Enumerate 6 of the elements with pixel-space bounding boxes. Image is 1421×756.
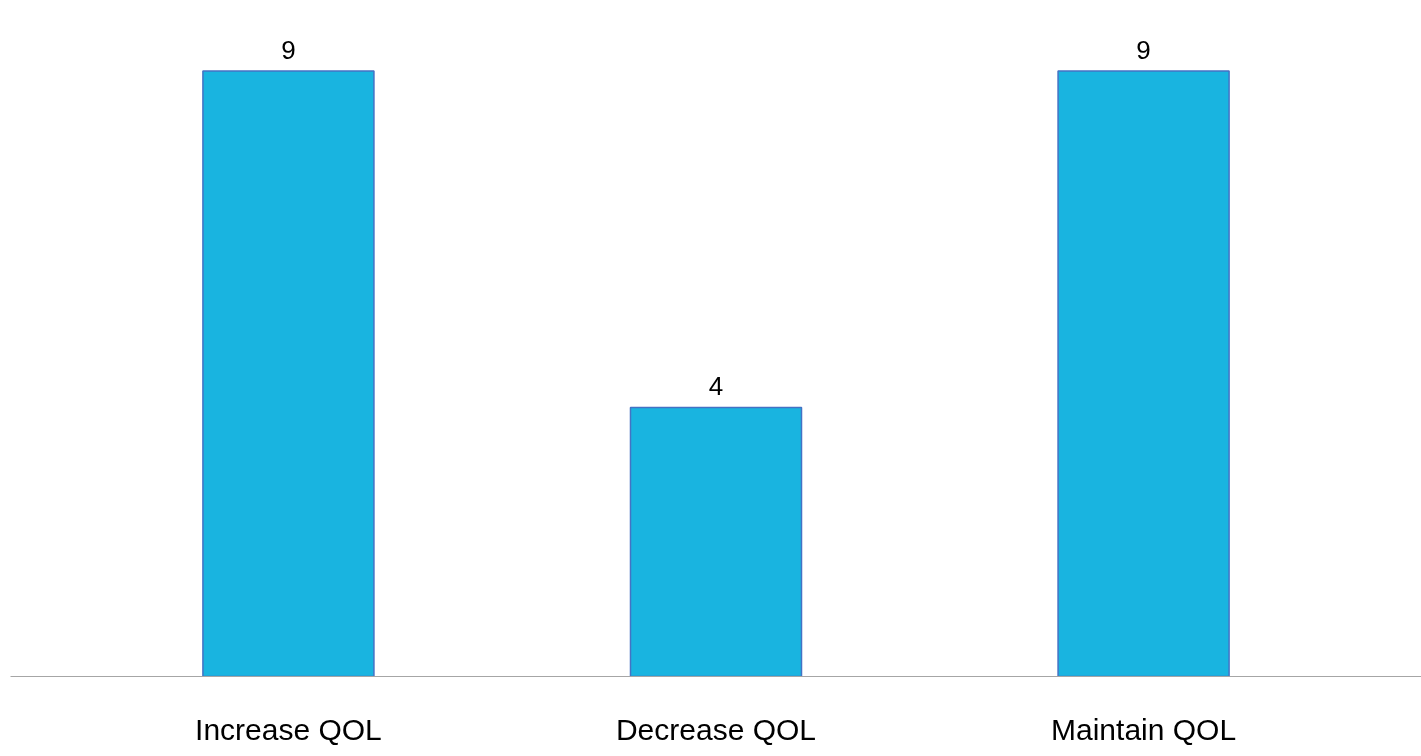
x-tick-label: Increase QOL <box>195 712 382 746</box>
x-tick-label: Maintain QOL <box>1051 712 1237 746</box>
data-label: 4 <box>708 371 724 402</box>
data-label: 9 <box>281 35 296 66</box>
x-tick-label: Decrease QOL <box>615 712 817 746</box>
data-label: 9 <box>1136 35 1151 66</box>
